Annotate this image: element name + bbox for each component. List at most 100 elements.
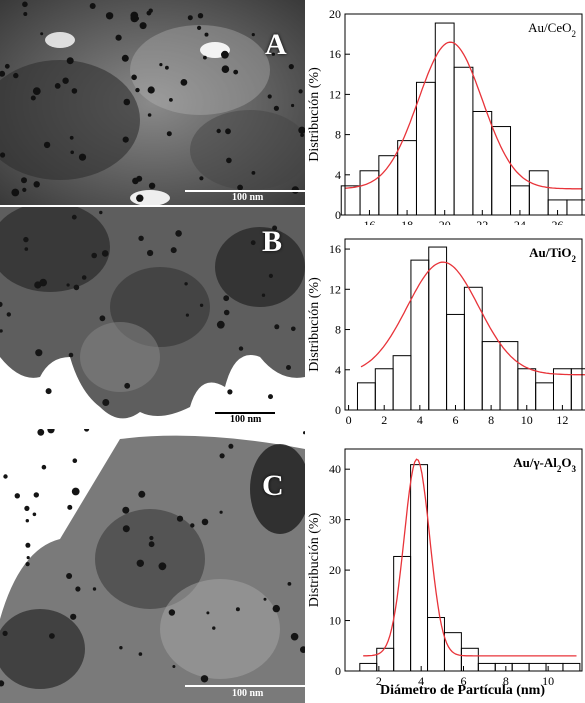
nanoparticle-dot (227, 389, 233, 395)
nanoparticle-dot (268, 394, 273, 400)
nanoparticle-dot (190, 523, 195, 528)
y-tick-label: 20 (329, 7, 341, 21)
nanoparticle-dot (11, 188, 20, 197)
x-tick-label: 4 (418, 674, 424, 685)
nanoparticle-dot (267, 94, 272, 99)
y-axis-label: Distribución (%) (307, 512, 322, 607)
nanoparticle-dot (22, 1, 28, 8)
y-tick-label: 12 (329, 87, 341, 101)
nanoparticle-dot (24, 505, 30, 511)
nanoparticle-dot (138, 235, 144, 241)
nanoparticle-dot (115, 34, 122, 41)
nanoparticle-dot (274, 324, 280, 330)
nanoparticle-dot (122, 506, 130, 514)
nanoparticle-dot (223, 295, 230, 302)
nanoparticle-dot (136, 194, 144, 202)
nanoparticle-dot (121, 54, 129, 62)
nanoparticle-dot (69, 135, 74, 140)
nanoparticle-dot (22, 187, 27, 192)
nanoparticle-dot (25, 519, 29, 523)
tem-image-a: A 100 nm (0, 0, 305, 205)
tem-texture-a (0, 0, 305, 205)
y-tick-label: 40 (329, 462, 341, 476)
nanoparticle-dot (147, 86, 155, 94)
histogram-bar (378, 155, 399, 216)
y-axis-label: Distribución (%) (307, 67, 322, 162)
panel-letter-b: B (262, 225, 283, 258)
nanoparticle-dot (21, 177, 27, 184)
histogram-chart-tio2: 0 2 4 6 8 10 12 0 4 8 12 16 Distribución (%) Au/TiO2 (300, 225, 585, 440)
tem-image-b: B 100 nm (0, 207, 305, 427)
nanoparticle-dot (291, 326, 296, 332)
histogram-bar (374, 368, 394, 411)
scale-label-a: 100 nm (232, 192, 264, 203)
tem-texture-c (0, 429, 305, 703)
nanoparticle-dot (223, 309, 230, 316)
nanoparticle-dot (13, 72, 19, 79)
plot-frame (344, 13, 583, 216)
x-tick-label: 16 (363, 218, 375, 225)
chart-title: Au/CeO2 (528, 20, 576, 39)
x-tick-label: 2 (381, 413, 387, 427)
nanoparticle-dot (75, 586, 81, 592)
nanoparticle-dot (71, 214, 77, 220)
x-tick-label: 4 (417, 413, 423, 427)
histogram-chart-al2o3: 2 4 6 8 10 0 10 20 30 40 Distribución (%) Au/γ-Al2O… (300, 435, 585, 690)
histogram-bar (491, 126, 512, 216)
histogram-bar (477, 662, 496, 672)
nanoparticle-dot (228, 443, 234, 449)
nanoparticle-dot (272, 225, 278, 231)
nanoparticle-dot (138, 490, 146, 498)
histogram-bar (356, 382, 376, 411)
nanoparticle-dot (226, 157, 232, 164)
nanoparticle-dot (172, 665, 176, 668)
nanoparticle-dot (32, 87, 41, 95)
x-tick-label: 24 (514, 218, 526, 225)
nanoparticle-dot (159, 63, 163, 67)
nanoparticle-dot (23, 236, 29, 243)
x-tick-label: 18 (401, 218, 413, 225)
y-axis-label: Distribución (%) (307, 277, 322, 372)
nanoparticle-dot (25, 562, 30, 567)
histogram-bar (472, 110, 493, 216)
nanoparticle-dot (136, 559, 144, 567)
nanoparticle-dot (204, 32, 209, 37)
nanoparticle-dot (268, 273, 273, 278)
scale-label-b: 100 nm (230, 414, 262, 425)
nanoparticle-dot (66, 283, 70, 287)
nanoparticle-dot (89, 3, 96, 9)
histogram-bar (340, 185, 361, 216)
nanoparticle-dot (221, 50, 229, 59)
nanoparticle-dot (71, 88, 78, 94)
nanoparticle-dot (251, 33, 255, 37)
histogram-bar (359, 662, 378, 672)
nanoparticle-dot (99, 315, 106, 322)
nanoparticle-dot (298, 126, 305, 134)
y-tick-label: 8 (335, 323, 341, 337)
nanoparticle-dot (39, 278, 47, 287)
nanoparticle-dot (122, 136, 129, 143)
nanoparticle-dot (300, 646, 305, 653)
nanoparticle-dot (3, 474, 8, 479)
nanoparticle-dot (272, 604, 280, 613)
nanoparticle-dot (271, 52, 275, 56)
tem-image-c: C 100 nm (0, 429, 305, 703)
nanoparticle-dot (71, 487, 80, 496)
x-tick-label: 2 (376, 674, 382, 685)
nanoparticle-dot (146, 10, 152, 16)
nanoparticle-dot (6, 312, 11, 317)
x-tick-label: 6 (452, 413, 458, 427)
histogram-svg-tio2: 0 2 4 6 8 10 12 0 4 8 12 16 Distribución (%) Au/TiO2 (307, 238, 585, 427)
nanoparticle-dot (92, 587, 97, 591)
gaussian-fit-curve (360, 261, 585, 376)
nanoparticle-dot (66, 573, 73, 579)
y-tick-label: 20 (329, 563, 341, 577)
nanoparticle-dot (99, 210, 103, 215)
y-tick-label: 16 (329, 47, 341, 61)
nanoparticle-dot (25, 542, 31, 548)
nanoparticle-dot (197, 13, 204, 19)
nanoparticle-dot (123, 98, 131, 106)
nanoparticle-dot (288, 64, 294, 70)
nanoparticle-dot (263, 597, 267, 601)
nanoparticle-dot (14, 493, 20, 499)
